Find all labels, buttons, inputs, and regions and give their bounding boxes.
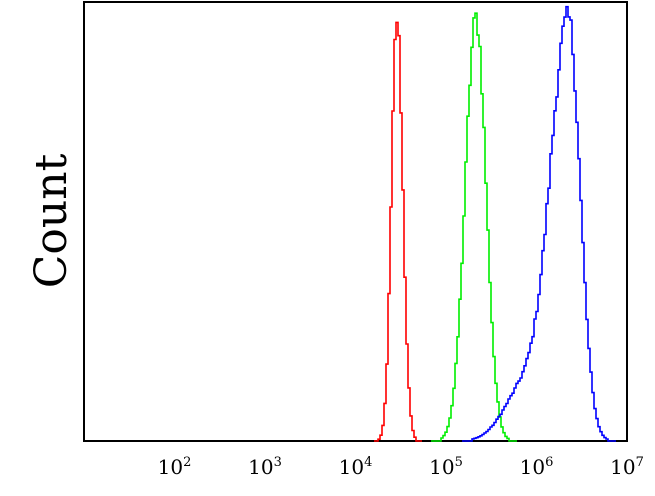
x-tick-label-4: 105 <box>429 455 463 479</box>
x-tick-label-6: 107 <box>610 455 644 479</box>
series-1-histogram <box>374 21 422 442</box>
x-tick-base: 10 <box>520 455 545 479</box>
x-tick-labels: 102 103 104 105 106 107 <box>158 455 644 479</box>
x-tick-label-1: 102 <box>158 455 192 479</box>
series-3-histogram <box>462 5 616 442</box>
x-tick-base: 10 <box>158 455 183 479</box>
plot-frame <box>83 1 628 442</box>
x-tick-exponent: 7 <box>636 455 644 470</box>
x-tick-base: 10 <box>248 455 273 479</box>
x-tick-base: 10 <box>610 455 635 479</box>
x-tick-label-5: 106 <box>520 455 554 479</box>
x-tick-exponent: 2 <box>183 455 191 470</box>
x-tick-base: 10 <box>339 455 364 479</box>
x-tick-exponent: 6 <box>545 455 553 470</box>
x-tick-label-2: 103 <box>248 455 282 479</box>
x-tick-exponent: 5 <box>455 455 463 470</box>
x-tick-label-3: 104 <box>339 455 373 479</box>
series-2-histogram <box>431 12 517 442</box>
x-tick-exponent: 4 <box>364 455 372 470</box>
x-tick-exponent: 3 <box>274 455 282 470</box>
x-tick-base: 10 <box>429 455 454 479</box>
series-layer <box>374 5 616 442</box>
y-axis-label: Count <box>26 153 77 288</box>
